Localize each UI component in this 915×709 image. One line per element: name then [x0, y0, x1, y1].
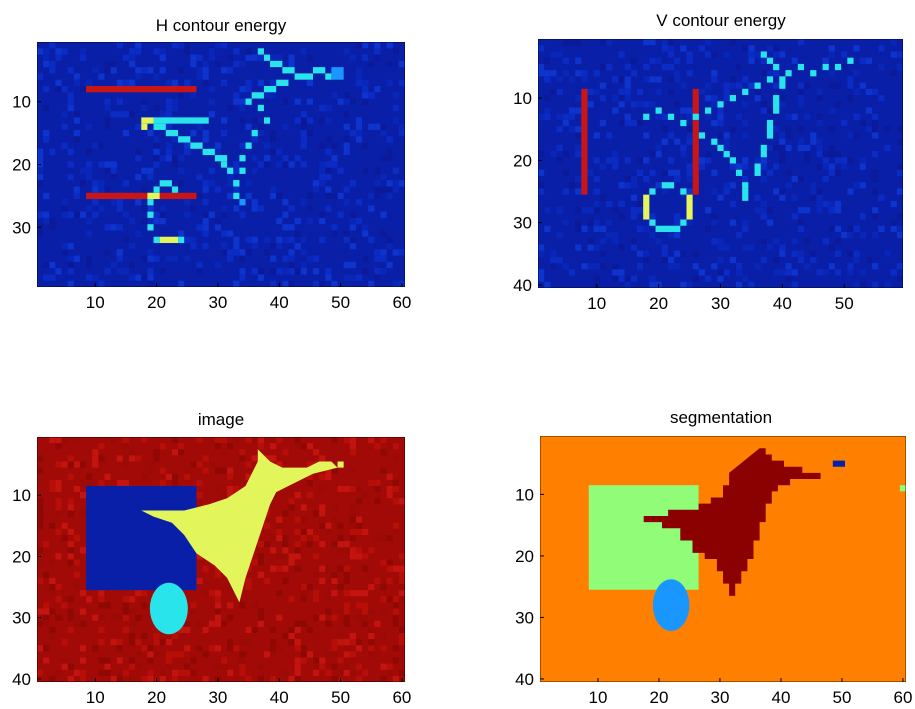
- x-tick-label: 50: [835, 294, 854, 313]
- y-tick-label: 10: [12, 486, 31, 505]
- x-tick-label: 30: [208, 293, 227, 312]
- y-tick-label: 40: [12, 670, 31, 689]
- h-contour-lower-line: [86, 192, 197, 200]
- image-rectangle: [86, 486, 197, 591]
- segmentation-heatmap: [540, 436, 906, 682]
- h-contour-yaxis: 10 20 30: [12, 93, 41, 237]
- h-contour-lower-line-bright: [147, 192, 160, 200]
- segmentation-green-spot: [899, 485, 906, 492]
- y-tick-label: 20: [513, 151, 532, 170]
- y-tick-label: 10: [515, 485, 534, 504]
- x-tick-label: 30: [208, 688, 227, 707]
- segmentation-blue-spot: [832, 460, 845, 467]
- x-tick-label: 60: [893, 688, 912, 707]
- x-tick-label: 30: [710, 688, 729, 707]
- x-tick-label: 40: [270, 688, 289, 707]
- x-tick-label: 40: [270, 293, 289, 312]
- h-contour-xaxis: 10 20 30 40 50 60: [86, 283, 411, 312]
- x-tick-label: 40: [771, 688, 790, 707]
- v-contour-noise: [538, 39, 903, 288]
- v-contour-heatmap: [538, 39, 903, 288]
- y-tick-label: 20: [515, 547, 534, 566]
- h-contour-ellipse: [147, 180, 185, 244]
- x-tick-label: 20: [649, 688, 668, 707]
- h-contour-upper-line: [86, 85, 197, 93]
- image-yaxis: 10 20 30 40: [12, 486, 41, 689]
- h-contour-lines: [86, 85, 197, 200]
- segmentation-yaxis: 10 20 30 40: [515, 485, 544, 689]
- image-xaxis: 10 20 30 40 50 60: [86, 678, 411, 707]
- x-tick-label: 50: [832, 688, 851, 707]
- segmentation-title: segmentation: [670, 408, 772, 427]
- y-tick-label: 30: [515, 608, 534, 627]
- x-tick-label: 20: [147, 688, 166, 707]
- y-tick-label: 40: [513, 276, 532, 295]
- x-tick-label: 50: [331, 293, 350, 312]
- h-contour-star: [141, 48, 344, 206]
- h-contour-heatmap: [37, 42, 405, 287]
- y-tick-label: 30: [12, 218, 31, 237]
- y-tick-label: 20: [12, 156, 31, 175]
- image-heatmap: [37, 437, 405, 682]
- v-contour-star: [643, 51, 854, 201]
- x-tick-label: 40: [773, 294, 792, 313]
- v-contour-ellipse: [643, 182, 693, 232]
- segmentation-ellipse: [652, 579, 690, 631]
- v-contour-xaxis: 10 20 30 40 50: [587, 284, 854, 313]
- y-tick-label: 30: [513, 214, 532, 233]
- h-contour-noise: [37, 42, 405, 287]
- y-tick-label: 30: [12, 609, 31, 628]
- x-tick-label: 10: [86, 293, 105, 312]
- x-tick-label: 30: [711, 294, 730, 313]
- y-tick-label: 40: [515, 670, 534, 689]
- x-tick-label: 50: [331, 688, 350, 707]
- image-ellipse: [149, 582, 188, 635]
- x-tick-label: 10: [587, 294, 606, 313]
- image-star: [141, 449, 338, 603]
- x-tick-label: 20: [147, 293, 166, 312]
- segmentation-xaxis: 10 20 30 40 50 60: [588, 678, 912, 707]
- image-noise: [37, 437, 405, 682]
- y-tick-label: 20: [12, 547, 31, 566]
- segmentation-panel: segmentation 10 20 30 40 50 60 10 20 30 40: [515, 408, 912, 707]
- h-contour-energy-panel: H contour energy: [12, 16, 411, 312]
- image-panel: image 10 20 30 40 50 60 10 20 30 40: [12, 410, 411, 707]
- x-tick-label: 60: [392, 293, 411, 312]
- image-title: image: [198, 410, 244, 429]
- v-contour-right-line: [692, 88, 699, 195]
- x-tick-label: 10: [86, 688, 105, 707]
- v-contour-energy-panel: V contour energy: [513, 11, 903, 313]
- v-contour-yaxis: 10 20 30 40: [513, 89, 542, 295]
- v-contour-left-line: [581, 88, 588, 195]
- y-tick-label: 10: [12, 93, 31, 112]
- segmentation-rectangle: [588, 485, 699, 590]
- y-tick-label: 10: [513, 89, 532, 108]
- v-contour-title: V contour energy: [656, 11, 786, 30]
- x-tick-label: 60: [392, 688, 411, 707]
- x-tick-label: 20: [649, 294, 668, 313]
- segmentation-star: [643, 448, 821, 596]
- h-contour-title: H contour energy: [156, 16, 287, 35]
- x-tick-label: 10: [588, 688, 607, 707]
